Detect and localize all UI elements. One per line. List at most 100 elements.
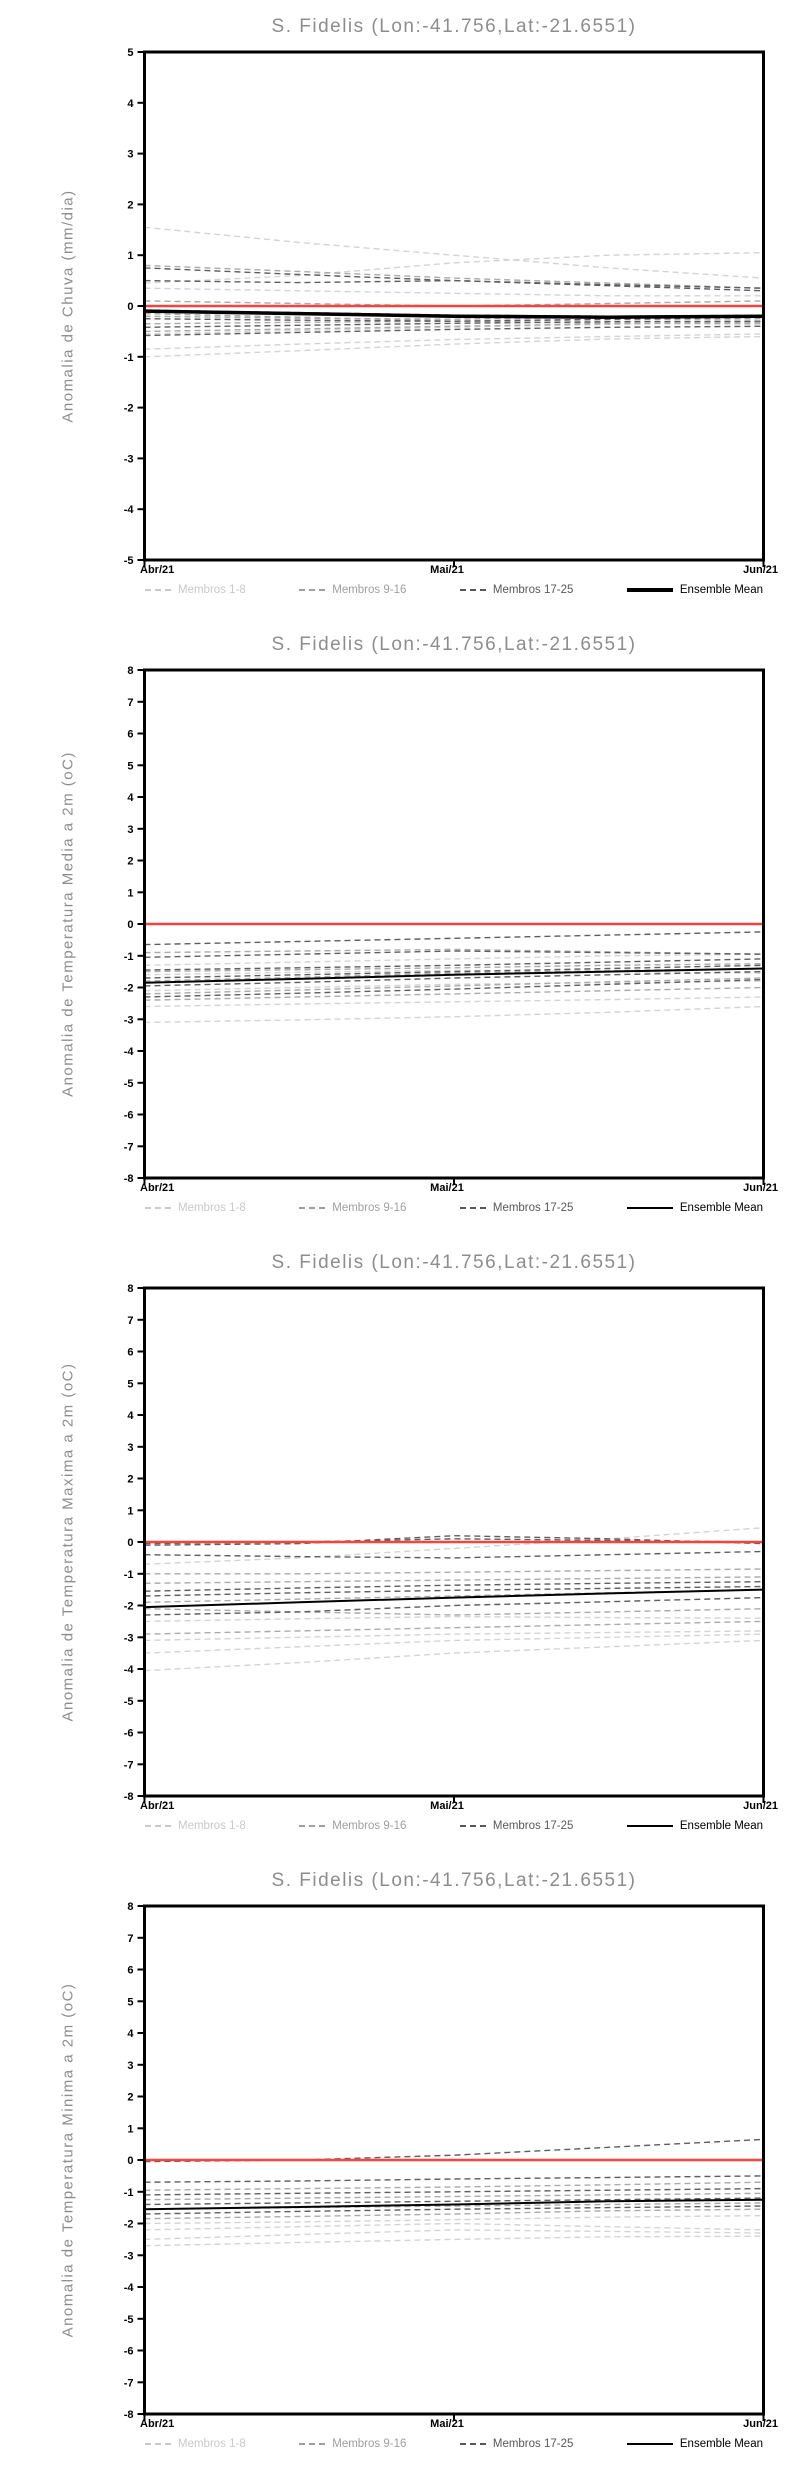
x-tick-label: Jun/21: [743, 564, 778, 576]
svg-text:-4: -4: [124, 1664, 135, 1676]
svg-text:-8: -8: [124, 2409, 134, 2421]
dashed-line-swatch: [299, 2443, 326, 2445]
svg-text:-8: -8: [124, 1173, 134, 1185]
dashed-line-swatch: [145, 2443, 171, 2445]
x-tick-label: Abr/21: [140, 2418, 175, 2430]
svg-text:4: 4: [127, 1410, 134, 1422]
svg-text:4: 4: [127, 2028, 134, 2040]
svg-text:5: 5: [127, 760, 133, 772]
svg-text:-6: -6: [124, 1728, 134, 1740]
dashed-line-swatch: [145, 1207, 171, 1209]
svg-text:-6: -6: [124, 2346, 134, 2358]
chart-title: S. Fidelis (Lon:-41.756,Lat:-21.6551): [271, 1870, 637, 1891]
svg-text:6: 6: [127, 1347, 133, 1359]
x-tick-label: Mai/21: [430, 1182, 464, 1194]
mean-temp-anomaly-plot: -8 -7 -6 -5 -4 -3 -2 -1 0 1 2 3 4 5 6 7 8: [124, 665, 765, 1185]
legend-label: Membros 1-8: [178, 2438, 246, 2450]
svg-text:2: 2: [127, 1474, 133, 1486]
chart-panel-mean-temp-anomaly: -8 -7 -6 -5 -4 -3 -2 -1 0 1 2 3 4 5 6 7 8 S. Fidelis (Lo…: [0, 618, 800, 1236]
legend-label: Membros 17-25: [492, 1820, 574, 1832]
legend: Membros 1-8 Membros 9-16 Membros 17-25 E…: [145, 584, 763, 596]
svg-text:-5: -5: [124, 2314, 134, 2326]
dashed-line-swatch: [145, 589, 171, 591]
legend-item-members-17-25: Membros 17-25: [459, 1202, 573, 1214]
legend-label: Membros 17-25: [492, 584, 574, 596]
svg-text:1: 1: [127, 887, 133, 899]
y-axis-label: Anomalia de Temperatura Maxima a 2m (oC): [59, 1362, 77, 1722]
min-temp-anomaly-plot: -8 -7 -6 -5 -4 -3 -2 -1 0 1 2 3 4 5 6 7 8: [124, 1901, 765, 2421]
x-tick-label: Jun/21: [743, 1182, 778, 1194]
svg-text:-5: -5: [124, 555, 134, 567]
dashed-line-swatch: [459, 589, 486, 591]
svg-text:-1: -1: [124, 352, 134, 364]
solid-line-swatch: [626, 1207, 673, 1209]
svg-text:2: 2: [127, 199, 133, 211]
legend-item-members-9-16: Membros 9-16: [299, 1820, 406, 1832]
svg-text:0: 0: [127, 1537, 133, 1549]
svg-text:8: 8: [127, 1901, 133, 1913]
svg-text:-2: -2: [124, 1601, 134, 1613]
svg-text:-4: -4: [124, 1046, 135, 1058]
legend-label: Ensemble Mean: [679, 1202, 763, 1214]
legend-label: Ensemble Mean: [679, 2438, 763, 2450]
svg-text:-3: -3: [124, 2250, 134, 2262]
svg-text:5: 5: [127, 1996, 133, 2008]
svg-text:-2: -2: [124, 403, 134, 415]
chart-title: S. Fidelis (Lon:-41.756,Lat:-21.6551): [271, 1252, 637, 1273]
legend-item-members-9-16: Membros 9-16: [299, 584, 406, 596]
dashed-line-swatch: [299, 589, 326, 591]
x-tick-label: Mai/21: [430, 564, 464, 576]
chart-panel-rain-anomaly: -5 -4 -3 -2 -1 0 1 2 3 4 5 S. Fidelis (Lon:-41.756…: [0, 0, 800, 618]
svg-text:-7: -7: [124, 1141, 134, 1153]
svg-text:-5: -5: [124, 1078, 134, 1090]
chart-panel-max-temp-anomaly: -8 -7 -6 -5 -4 -3 -2 -1 0 1 2 3 4 5 6 7 8 S. Fidelis (Lo…: [0, 1236, 800, 1854]
svg-text:-1: -1: [124, 1569, 134, 1581]
dashed-line-swatch: [459, 1825, 486, 1827]
svg-text:-7: -7: [124, 2377, 134, 2389]
dashed-line-swatch: [459, 1207, 486, 1209]
svg-text:5: 5: [127, 1378, 133, 1390]
svg-text:-7: -7: [124, 1759, 134, 1771]
svg-text:7: 7: [127, 1315, 133, 1327]
svg-text:0: 0: [127, 919, 133, 931]
svg-text:-2: -2: [124, 2219, 134, 2231]
legend-item-members-1-8: Membros 1-8: [145, 1820, 246, 1832]
legend-item-members-17-25: Membros 17-25: [459, 2438, 573, 2450]
legend-label: Membros 9-16: [332, 2438, 407, 2450]
x-tick-label: Mai/21: [430, 2418, 464, 2430]
svg-text:1: 1: [127, 1505, 133, 1517]
svg-text:2: 2: [127, 856, 133, 868]
x-tick-label: Abr/21: [140, 1182, 175, 1194]
legend-item-members-9-16: Membros 9-16: [299, 1202, 406, 1214]
dashed-line-swatch: [145, 1825, 171, 1827]
legend-item-members-17-25: Membros 17-25: [459, 1820, 574, 1832]
svg-text:-2: -2: [124, 983, 134, 995]
y-axis-label: Anomalia de Temperatura Minima a 2m (oC): [59, 1982, 77, 2338]
svg-text:-1: -1: [124, 2187, 134, 2199]
svg-text:8: 8: [127, 665, 133, 677]
x-tick-label: Mai/21: [430, 1800, 464, 1812]
svg-text:6: 6: [127, 1965, 133, 1977]
legend-item-members-17-25: Membros 17-25: [459, 584, 574, 596]
y-axis-label: Anomalia de Chuva (mm/dia): [59, 189, 77, 423]
legend-item-ensemble-mean: Ensemble Mean: [626, 1202, 763, 1214]
x-tick-label: Abr/21: [140, 1800, 175, 1812]
legend-label: Ensemble Mean: [679, 1820, 763, 1832]
solid-line-swatch: [626, 588, 673, 592]
x-tick-label: Abr/21: [140, 564, 175, 576]
legend-label: Membros 9-16: [332, 1202, 407, 1214]
svg-text:-3: -3: [124, 1632, 134, 1644]
svg-text:1: 1: [127, 2123, 133, 2135]
svg-text:-5: -5: [124, 1696, 134, 1708]
svg-text:6: 6: [127, 729, 133, 741]
svg-text:0: 0: [127, 301, 133, 313]
legend-label: Membros 1-8: [178, 1820, 246, 1832]
y-axis-label: Anomalia de Temperatura Media a 2m (oC): [59, 751, 77, 1097]
legend-label: Membros 1-8: [178, 584, 246, 596]
svg-text:7: 7: [127, 697, 133, 709]
svg-text:2: 2: [127, 2092, 133, 2104]
svg-text:5: 5: [127, 47, 133, 59]
svg-text:3: 3: [127, 1442, 133, 1454]
chart-title: S. Fidelis (Lon:-41.756,Lat:-21.6551): [271, 634, 637, 655]
